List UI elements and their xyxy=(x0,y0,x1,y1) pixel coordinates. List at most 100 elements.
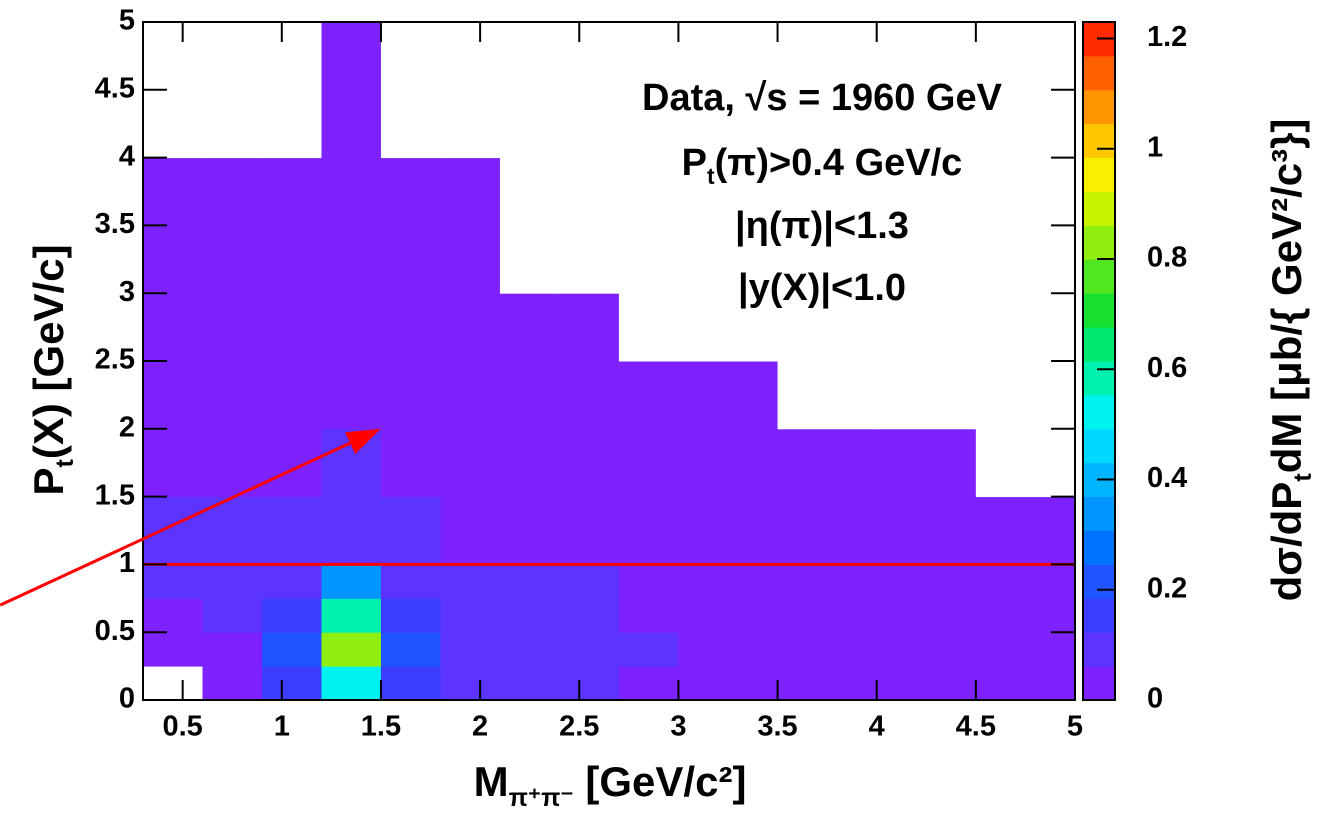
heatmap-cell xyxy=(678,564,779,599)
heatmap-cell xyxy=(499,22,560,159)
colorbar-segment xyxy=(1083,361,1115,396)
heatmap-cell xyxy=(559,632,620,667)
heatmap-cell xyxy=(380,428,441,498)
heatmap-cell xyxy=(143,293,203,362)
colorbar-segment xyxy=(1083,293,1115,328)
heatmap-cell xyxy=(559,22,620,159)
heatmap-cell xyxy=(975,361,1076,430)
heatmap-cell xyxy=(559,666,620,701)
heatmap-cell xyxy=(261,598,322,633)
heatmap-cell xyxy=(202,157,263,294)
colorbar-segment xyxy=(1083,564,1115,599)
heatmap-cell xyxy=(499,564,560,599)
y-axis-label-part: (X) [GeV/c] xyxy=(25,244,72,459)
heatmap-cell xyxy=(975,564,1076,599)
heatmap-cell xyxy=(380,157,441,294)
heatmap-cell xyxy=(876,632,977,667)
heatmap-cell xyxy=(440,361,501,430)
annotation: |y(X)|<1.0 xyxy=(738,267,906,309)
colorbar-tick-label: 0.8 xyxy=(1147,242,1187,274)
y-axis-label-part: t xyxy=(51,459,79,468)
heatmap-cell xyxy=(321,157,382,294)
x-tick-label: 4 xyxy=(869,711,885,743)
heatmap-cell xyxy=(202,293,263,362)
colorbar-tick-label: 1 xyxy=(1147,131,1163,163)
colorbar-segment xyxy=(1083,55,1115,91)
heatmap-cell xyxy=(678,157,779,294)
colorbar-segment xyxy=(1083,89,1115,125)
heatmap-cell xyxy=(499,293,560,362)
heatmap-cell xyxy=(876,564,977,599)
annotation: |η(π)|<1.3 xyxy=(735,205,909,247)
heatmap-cell xyxy=(876,157,977,294)
heatmap-cell xyxy=(380,22,441,159)
colorbar-tick-label: 0.2 xyxy=(1147,572,1187,604)
heatmap-cell xyxy=(380,496,441,565)
heatmap-cell xyxy=(975,496,1076,565)
y-tick-label: 1.5 xyxy=(95,479,135,511)
annotation-part: (π)>0.4 GeV/c xyxy=(715,142,963,184)
colorbar-label: dσ/dPtdM [μb/{ GeV²/c³}] xyxy=(1263,119,1317,602)
annotation-part: Data, √s = 1960 GeV xyxy=(642,77,1003,119)
x-axis-label-part: M xyxy=(474,758,509,805)
heatmap-cell xyxy=(618,632,679,667)
heatmap-cell xyxy=(261,22,322,159)
x-tick-label: 4.5 xyxy=(956,711,996,743)
heatmap-cell xyxy=(777,293,878,362)
heatmap-cell xyxy=(559,598,620,633)
x-tick-label: 2.5 xyxy=(559,711,599,743)
x-tick-label: 5 xyxy=(1067,711,1083,743)
heatmap-cell xyxy=(440,632,501,667)
heatmap-cell xyxy=(143,496,203,565)
x-axis-label-part: [GeV/c²] xyxy=(574,758,747,805)
heatmap-cell xyxy=(618,157,679,294)
colorbar-segment xyxy=(1083,496,1115,531)
annotation-part: P xyxy=(682,142,707,184)
heatmap-cell xyxy=(975,293,1076,362)
colorbar-tick-label: 0.4 xyxy=(1147,462,1187,494)
heatmap-cell xyxy=(143,564,203,599)
y-tick-label: 2.5 xyxy=(95,344,135,376)
heatmap-cell xyxy=(380,666,441,701)
annotation-part: t xyxy=(707,163,715,189)
heatmap-cell xyxy=(380,598,441,633)
heatmap-cell xyxy=(143,428,203,498)
x-axis-label-part: π⁺π⁻ xyxy=(509,784,574,812)
heatmap-cell xyxy=(321,598,382,633)
heatmap-cell xyxy=(678,22,779,159)
heatmap-cell xyxy=(499,496,560,565)
y-tick-label: 3 xyxy=(119,276,135,308)
heatmap-cell xyxy=(321,666,382,701)
colorbar-segment xyxy=(1083,327,1115,362)
heatmap-cell xyxy=(202,22,263,159)
heatmap-cell xyxy=(261,361,322,430)
heatmap-cell xyxy=(975,666,1076,701)
heatmap-cell xyxy=(559,361,620,430)
heatmap-cell xyxy=(440,157,501,294)
heatmap-cell xyxy=(440,598,501,633)
annotation-part: |y(X)|<1.0 xyxy=(738,267,906,309)
heatmap-cell xyxy=(678,496,779,565)
heatmap-cell xyxy=(143,666,203,701)
heatmap-cell xyxy=(499,598,560,633)
x-tick-label: 1 xyxy=(274,711,290,743)
colorbar-segment xyxy=(1083,666,1115,701)
heatmap-cell xyxy=(777,564,878,599)
colorbar-segment xyxy=(1083,225,1115,260)
colorbar-label-part: dM [μb/{ GeV²/c³}] xyxy=(1263,119,1310,474)
y-tick-label: 0 xyxy=(119,683,135,715)
heatmap-cell xyxy=(777,428,878,498)
heatmap-cell xyxy=(440,666,501,701)
y-tick-label: 3.5 xyxy=(95,208,135,240)
heatmap-cell xyxy=(499,157,560,294)
heatmap-cell xyxy=(975,428,1076,498)
x-tick-label: 3.5 xyxy=(757,711,797,743)
arrow-head xyxy=(345,428,381,454)
heatmap-cell xyxy=(876,22,977,159)
heatmap-cell xyxy=(202,361,263,430)
heatmap-cell xyxy=(202,666,263,701)
heatmap-cell xyxy=(321,564,382,599)
heatmap-cell xyxy=(876,496,977,565)
annotation: Data, √s = 1960 GeV xyxy=(642,77,1003,119)
